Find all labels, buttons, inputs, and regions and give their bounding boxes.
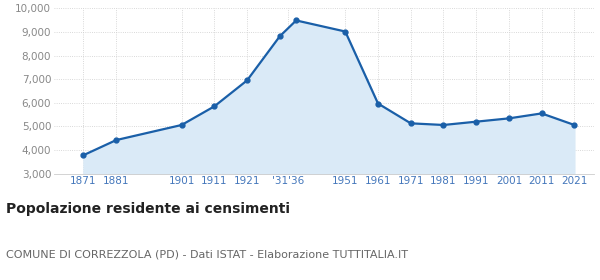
Text: COMUNE DI CORREZZOLA (PD) - Dati ISTAT - Elaborazione TUTTITALIA.IT: COMUNE DI CORREZZOLA (PD) - Dati ISTAT -… <box>6 249 408 260</box>
Text: Popolazione residente ai censimenti: Popolazione residente ai censimenti <box>6 202 290 216</box>
